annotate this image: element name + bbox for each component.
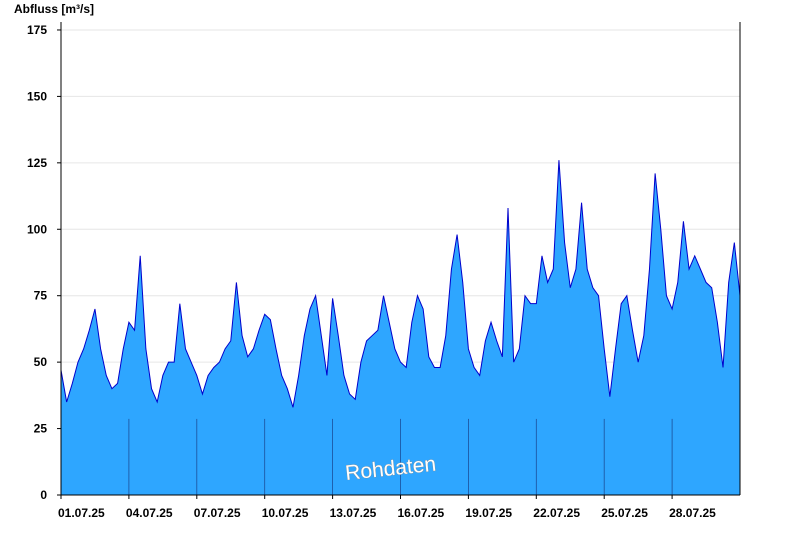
y-tick-label: 0 (40, 488, 47, 502)
y-tick-label: 150 (27, 89, 47, 103)
x-tick-label: 16.07.25 (398, 506, 445, 520)
y-tick-label: 100 (27, 222, 47, 236)
y-tick-label: 25 (34, 422, 48, 436)
area (61, 160, 740, 495)
x-tick-label: 22.07.25 (533, 506, 580, 520)
x-tick-label: 07.07.25 (194, 506, 241, 520)
y-tick-label: 175 (27, 23, 47, 37)
y-tick-label: 125 (27, 156, 47, 170)
y-axis-label: Abfluss [m³/s] (14, 2, 94, 16)
x-tick-label: 28.07.25 (669, 506, 716, 520)
y-tick-label: 75 (34, 289, 48, 303)
y-tick-label: 50 (34, 355, 48, 369)
x-tick-label: 04.07.25 (126, 506, 173, 520)
x-tick-label: 01.07.25 (58, 506, 105, 520)
x-tick-label: 25.07.25 (601, 506, 648, 520)
area-outline (60, 160, 741, 408)
x-tick-label: 13.07.25 (330, 506, 377, 520)
x-tick-label: 10.07.25 (262, 506, 309, 520)
x-tick-label: 19.07.25 (465, 506, 512, 520)
